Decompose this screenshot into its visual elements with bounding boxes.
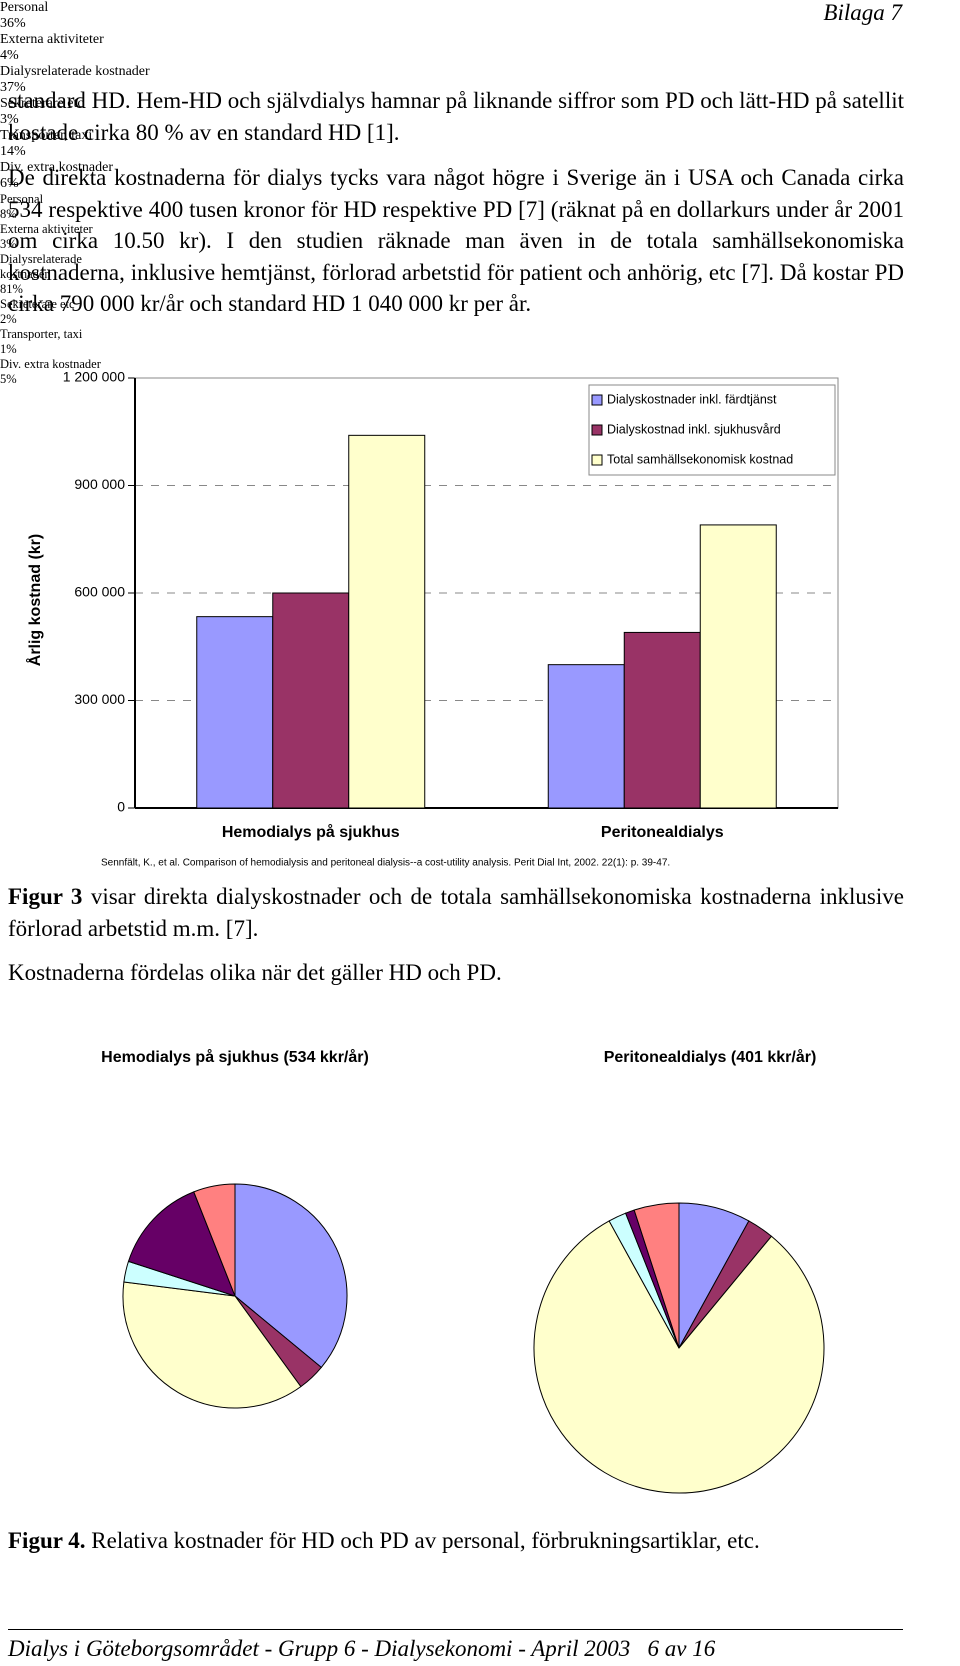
legend-label: Total samhällsekonomisk kostnad [607,452,793,466]
y-tick-label: 300 000 [74,691,125,707]
slice-label: Dialysrelaterade kostnader 81% [0,252,130,297]
bar [348,434,426,809]
slice-label: Transporter, taxi 14% [0,128,150,160]
slice-label: Sekreterare etc 2% [0,297,130,327]
legend-swatch [591,394,603,406]
slice-value: 14% [0,144,26,159]
paragraph: De direkta kostnaderna för dialys tycks … [8,165,904,317]
caption-text: Relativa kostnader för HD och PD av pers… [85,1528,760,1553]
slice-value: 3% [0,112,19,127]
bar [272,592,350,809]
pie-title: Peritonealdialys (401 kkr/år) [604,1048,817,1066]
bar [699,524,777,809]
slice-name: Personal [0,192,44,206]
footer: Dialys i Göteborgsområdet - Grupp 6 - Di… [8,1636,715,1662]
pie-title: Hemodialys på sjukhus (534 kkr/år) [101,1048,369,1066]
caption-label: Figur 3 [8,884,83,909]
pie-slice [193,1183,236,1297]
slice-label: Transporter, taxi 1% [0,327,130,357]
slice-value: 81% [0,282,23,296]
slice-label: Sekreterare etc 3% [0,96,150,128]
slice-value: 6% [0,176,19,191]
caption: Figur 3 visar direkta dialyskostnader oc… [8,881,904,944]
slice-label: Personal 8% [0,192,130,222]
y-tick-label: 900 000 [74,476,125,492]
slice-value: 37% [0,80,26,95]
legend-swatch [591,454,603,466]
footer-text: Dialys i Göteborgsområdet - Grupp 6 - Di… [8,1636,631,1661]
slice-value: 5% [0,372,17,386]
slice-label: Externa aktiviteter 3% [0,222,130,252]
bar [623,631,701,809]
slice-name: Div. extra kostnader [0,160,113,175]
legend-label: Dialyskostnader inkl. färdtjänst [607,392,777,406]
bar [196,616,274,809]
slice-value: 4% [0,48,19,63]
slice-label: Personal 36% [0,0,150,32]
pie-slice [122,1281,302,1409]
legend [588,384,836,476]
slice-name: Sekreterare etc [0,96,84,111]
pie-slice [234,1183,348,1369]
y-axis-label: Årlig kostnad (kr) [25,534,44,666]
x-tick-label: Hemodialys på sjukhus [222,823,400,841]
caption-text: visar direkta dialyskostnader och de tot… [8,884,904,941]
source-note: Sennfält, K., et al. Comparison of hemod… [101,858,670,869]
slice-name: Dialysrelaterade kostnader [0,252,82,281]
slice-name: Externa aktiviteter [0,222,93,236]
pie-slice [533,1220,825,1494]
legend-label: Dialyskostnad inkl. sjukhusvård [607,422,781,436]
pie-slice [127,1191,236,1297]
y-tick-label: 1 200 000 [63,369,125,385]
slice-name: Div. extra kostnader [0,357,101,371]
caption-label: Figur 4. [8,1528,86,1553]
caption: Figur 4. Relativa kostnader för HD och P… [8,1525,904,1557]
slice-label: Div. extra kostnader 6% [0,160,150,192]
y-tick-label: 0 [117,799,125,815]
x-tick-label: Peritonealdialys [601,824,724,841]
slice-name: Sekreterare etc [0,297,75,311]
appendix-label: Bilaga 7 [823,0,902,25]
paragraph: Kostnaderna fördelas olika när det gälle… [8,960,502,985]
slice-label: Div. extra kostnader 5% [0,357,130,387]
paragraph: standard HD. Hem-HD och självdialys hamn… [8,88,904,145]
slice-value: 2% [0,312,17,326]
slice-value: 3% [0,237,17,251]
legend-swatch [591,424,603,436]
slice-value: 36% [0,16,26,31]
slice-name: Dialysrelaterade kostnader [0,64,150,79]
y-tick-label: 600 000 [74,584,125,600]
footer-rule [8,1629,903,1630]
pie-slice [633,1202,680,1349]
slice-name: Transporter, taxi [0,327,83,341]
slice-label: Externa aktiviteter 4% [0,32,150,64]
slice-label: Dialysrelaterade kostnader 37% [0,64,150,96]
slice-value: 8% [0,207,17,221]
footer-page: 6 av 16 [647,1636,716,1661]
slice-name: Externa aktiviteter [0,32,104,47]
bar [547,664,625,809]
slice-name: Transporter, taxi [0,128,93,143]
slice-name: Personal [0,0,49,15]
slice-value: 1% [0,342,17,356]
